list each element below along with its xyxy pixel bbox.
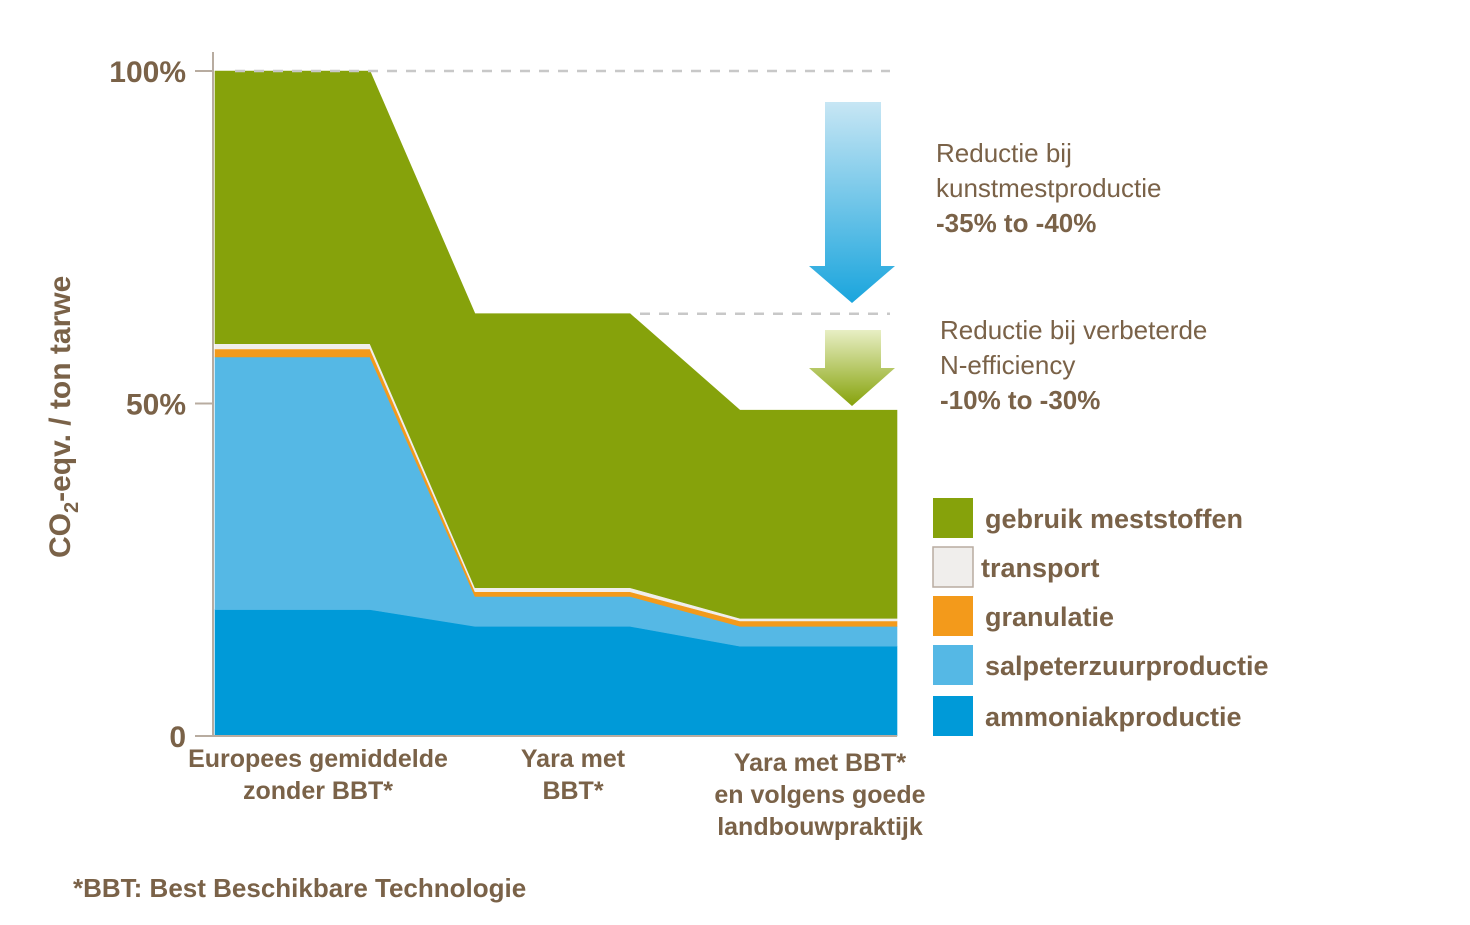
category-label: Europees gemiddelde [188,745,448,773]
legend-label: salpeterzuurproductie [985,651,1269,681]
category-label: landbouwpraktijk [717,813,923,841]
legend-label: gebruik meststoffen [985,504,1243,534]
area-gebruik-meststoffen [214,70,898,619]
y-tick-label: 100% [109,56,186,89]
y-axis-label-subscript: 2 [61,502,83,513]
legend-swatch [933,498,973,538]
category-label: en volgens goede [714,781,925,809]
annotation-text: Reductie bij verbeterde [940,315,1207,345]
y-axis-label-rest: -eqv. / ton tarwe [44,276,77,502]
legend-swatch [933,696,973,736]
y-axis-label-main: CO [44,513,77,558]
legend-label: transport [981,553,1100,583]
category-label: Yara met BBT* [734,749,907,777]
category-label: zonder BBT* [243,777,393,805]
legend-label: granulatie [985,602,1114,632]
y-tick-label: 0 [169,721,186,754]
y-tick-label: 50% [126,389,186,422]
annotation-value: -10% to -30% [940,385,1100,415]
annotation-value: -35% to -40% [936,208,1096,238]
legend-label: ammoniakproductie [985,702,1242,732]
legend-swatch [932,546,974,588]
reduction-arrow-green-icon [809,330,895,406]
category-label: BBT* [542,777,603,805]
footnote: *BBT: Best Beschikbare Technologie [73,873,526,903]
annotation-text: N-efficiency [940,350,1075,380]
category-label: Yara met [521,745,626,773]
reduction-arrow-blue-icon [809,102,895,303]
legend-swatch [933,596,973,636]
legend-swatch [933,645,973,685]
y-axis-label: CO2-eqv. / ton tarwe [44,276,83,558]
annotation-text: Reductie bij [936,138,1072,168]
annotation-text: kunstmestproductie [936,173,1161,203]
